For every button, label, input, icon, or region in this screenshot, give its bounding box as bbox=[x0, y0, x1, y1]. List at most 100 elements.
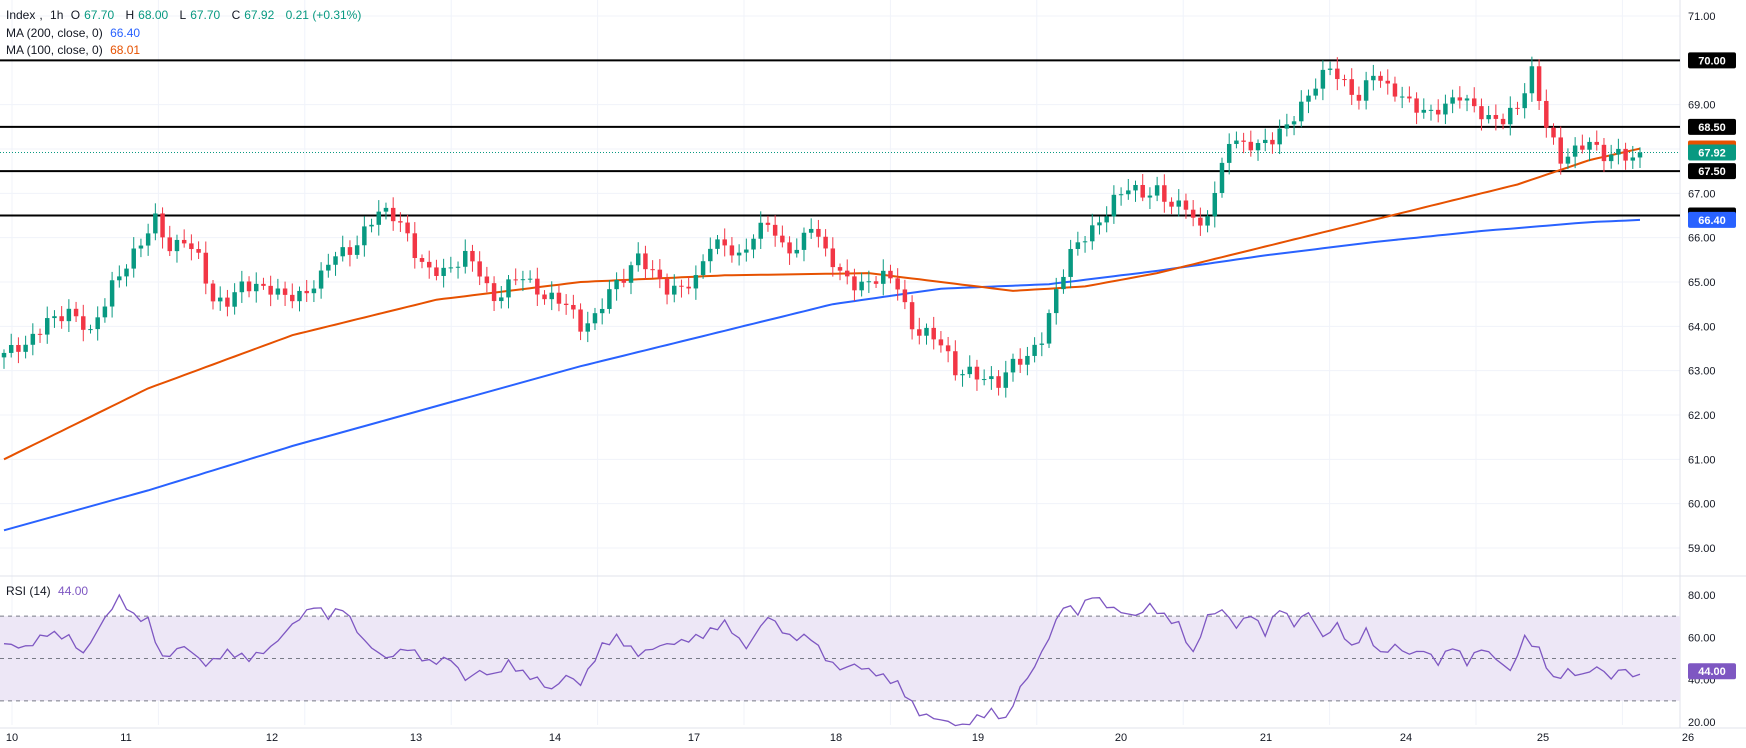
candle-body bbox=[1090, 225, 1095, 242]
candle-body bbox=[246, 281, 252, 292]
candle-body bbox=[960, 374, 965, 376]
level-tag-box bbox=[1688, 52, 1736, 69]
candle-body bbox=[1111, 194, 1117, 217]
candle-body bbox=[441, 267, 446, 276]
candle-body bbox=[1183, 200, 1189, 210]
candle-body bbox=[131, 248, 136, 269]
candle-body bbox=[225, 297, 230, 307]
candle-body bbox=[1097, 222, 1102, 226]
candle-body bbox=[383, 207, 389, 212]
candle-body bbox=[1587, 141, 1592, 150]
candle-body bbox=[924, 327, 929, 336]
candle-body bbox=[1140, 184, 1145, 198]
candle-body bbox=[1349, 79, 1354, 95]
candle-body bbox=[1486, 115, 1491, 120]
candle-body bbox=[1118, 194, 1124, 196]
candle-body bbox=[664, 278, 670, 295]
candle-body bbox=[953, 351, 958, 376]
candle-body bbox=[1378, 75, 1383, 81]
rsi-line bbox=[3, 593, 1641, 727]
candle-body bbox=[772, 224, 778, 236]
candle-body bbox=[333, 256, 338, 265]
candle-body bbox=[1162, 185, 1167, 202]
candle-body bbox=[1003, 372, 1009, 388]
candle-body bbox=[657, 269, 663, 279]
candle-body bbox=[261, 283, 266, 286]
candle-body bbox=[1, 352, 7, 358]
candle-body bbox=[340, 247, 345, 257]
candle-body bbox=[1075, 242, 1081, 249]
candle-body bbox=[715, 239, 720, 249]
candle-body bbox=[1450, 97, 1455, 104]
time-tick-label: 10 bbox=[6, 732, 18, 744]
price-tick-label: 59.00 bbox=[1688, 543, 1716, 555]
candle-body bbox=[1515, 107, 1520, 109]
time-tick-label: 12 bbox=[266, 732, 278, 744]
candle-body bbox=[1536, 66, 1542, 101]
candle-body bbox=[1623, 148, 1628, 161]
candle-body bbox=[1154, 185, 1160, 196]
candle-body bbox=[81, 316, 86, 330]
candle-body bbox=[1010, 358, 1016, 373]
candle-body bbox=[1046, 313, 1052, 344]
candle-body bbox=[1580, 145, 1585, 150]
time-tick-label: 26 bbox=[1682, 732, 1694, 744]
last-price-tag-box bbox=[1688, 144, 1736, 161]
candle-body bbox=[578, 309, 583, 332]
candle-body bbox=[1039, 343, 1045, 345]
candle-body bbox=[390, 207, 396, 222]
candle-body bbox=[513, 279, 518, 281]
candle-body bbox=[787, 242, 792, 254]
candle-body bbox=[124, 268, 129, 277]
candle-body bbox=[643, 253, 648, 270]
candle-body bbox=[1529, 66, 1535, 94]
candle-body bbox=[679, 285, 684, 287]
time-tick-label: 25 bbox=[1537, 732, 1549, 744]
candle-body bbox=[203, 252, 209, 284]
legend-ma200: MA (200, close, 0) 66.40 bbox=[6, 26, 141, 40]
candle-body bbox=[1205, 216, 1210, 226]
legend-close: 67.92 bbox=[244, 8, 275, 22]
time-tick-label: 17 bbox=[688, 732, 700, 744]
candle-body bbox=[1219, 162, 1225, 193]
legend-ma100: MA (100, close, 0) 68.01 bbox=[6, 43, 141, 57]
candle-body bbox=[326, 264, 331, 271]
candle-body bbox=[1616, 148, 1621, 155]
candle-body bbox=[873, 281, 879, 284]
ma200-tag-box bbox=[1688, 211, 1736, 228]
candle-body bbox=[1147, 195, 1153, 198]
candle-body bbox=[938, 339, 944, 346]
candle-body bbox=[693, 275, 699, 289]
rsi-tick-label: 60.00 bbox=[1688, 632, 1716, 644]
rsi-tick-label: 20.00 bbox=[1688, 717, 1716, 729]
price-tick-label: 69.00 bbox=[1688, 100, 1716, 112]
candle-body bbox=[549, 292, 554, 300]
time-axis: 10 11 12 13 14 17 18 19 20 21 24 25 26 bbox=[6, 732, 1694, 744]
rsi-tag-box bbox=[1688, 663, 1736, 680]
candle-body bbox=[996, 376, 1001, 388]
ma200-tag: 66.40 bbox=[1688, 211, 1736, 228]
candle-body bbox=[398, 221, 403, 223]
candle-body bbox=[1464, 98, 1470, 101]
price-tick-label: 67.00 bbox=[1688, 188, 1716, 200]
candle-body bbox=[290, 294, 295, 302]
candle-body bbox=[917, 329, 922, 336]
candle-body bbox=[311, 288, 317, 294]
legend-interval: 1h bbox=[50, 8, 64, 22]
candle-body bbox=[369, 224, 374, 227]
price-axis: 59.00 60.00 61.00 62.00 63.00 64.00 65.00 66.00… bbox=[1688, 11, 1716, 729]
candle-body bbox=[1508, 107, 1513, 125]
legend-ohlc: Index, 1h O 67.70 H 68.00 L 67.70 C 67.92 0.… bbox=[6, 8, 362, 22]
price-tick-label: 66.00 bbox=[1688, 233, 1716, 245]
candle-body bbox=[1428, 109, 1434, 111]
time-tick-label: 14 bbox=[549, 732, 561, 744]
candle-body bbox=[672, 285, 677, 295]
candle-body bbox=[282, 288, 288, 295]
candle-body bbox=[318, 270, 324, 289]
candle-body bbox=[1234, 140, 1239, 144]
legend-ma200-value: 66.40 bbox=[110, 26, 141, 40]
candle-body bbox=[1299, 101, 1304, 122]
candle-body bbox=[1558, 137, 1563, 164]
legend-ma100-value: 68.01 bbox=[110, 43, 141, 57]
